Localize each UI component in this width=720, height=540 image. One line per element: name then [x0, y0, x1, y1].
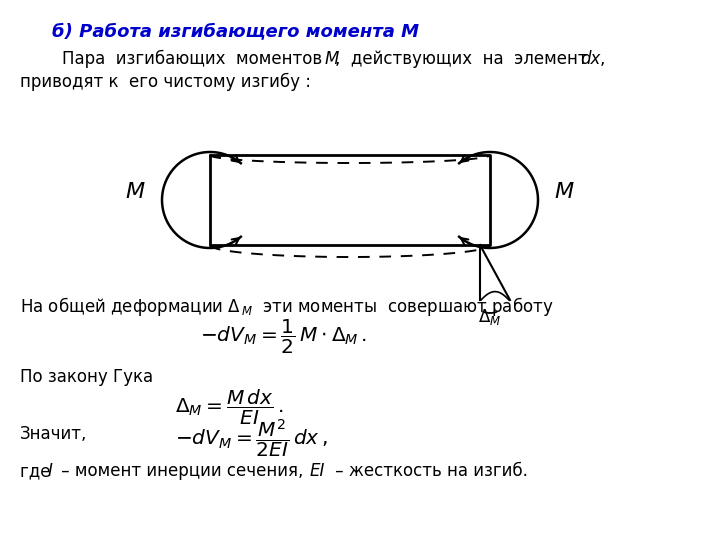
- Text: – момент инерции сечения,: – момент инерции сечения,: [56, 462, 309, 480]
- Text: – жесткость на изгиб.: – жесткость на изгиб.: [330, 462, 528, 480]
- Text: $M$: $M$: [554, 182, 575, 202]
- Text: На общей деформации $\Delta_{\,M}$  эти моменты  совершают работу: На общей деформации $\Delta_{\,M}$ эти м…: [20, 295, 554, 318]
- Text: Значит,: Значит,: [20, 425, 87, 443]
- Text: б) Работа изгибающего момента M: б) Работа изгибающего момента M: [52, 22, 419, 40]
- Text: EI: EI: [310, 462, 325, 480]
- Text: Пара  изгибающих  моментов: Пара изгибающих моментов: [62, 50, 328, 68]
- Text: ,: ,: [600, 50, 606, 68]
- Text: dx: dx: [580, 50, 600, 68]
- Text: M: M: [325, 50, 339, 68]
- Text: где: где: [20, 462, 55, 480]
- Text: $-dV_M = \dfrac{1}{2}\,M \cdot \Delta_M\,.$: $-dV_M = \dfrac{1}{2}\,M \cdot \Delta_M\…: [200, 318, 367, 356]
- Text: $-dV_M = \dfrac{M^2}{2EI}\,dx\,,$: $-dV_M = \dfrac{M^2}{2EI}\,dx\,,$: [175, 418, 328, 460]
- Text: I: I: [48, 462, 53, 480]
- Text: $\Delta_M$: $\Delta_M$: [478, 307, 502, 327]
- Text: $M$: $M$: [125, 182, 146, 202]
- Text: приводят к  его чистому изгибу :: приводят к его чистому изгибу :: [20, 73, 311, 91]
- Text: $\Delta_M = \dfrac{M\,dx}{EI}\,.$: $\Delta_M = \dfrac{M\,dx}{EI}\,.$: [175, 388, 284, 427]
- Text: ,  действующих  на  элемент: , действующих на элемент: [335, 50, 593, 68]
- Text: По закону Гука: По закону Гука: [20, 368, 153, 386]
